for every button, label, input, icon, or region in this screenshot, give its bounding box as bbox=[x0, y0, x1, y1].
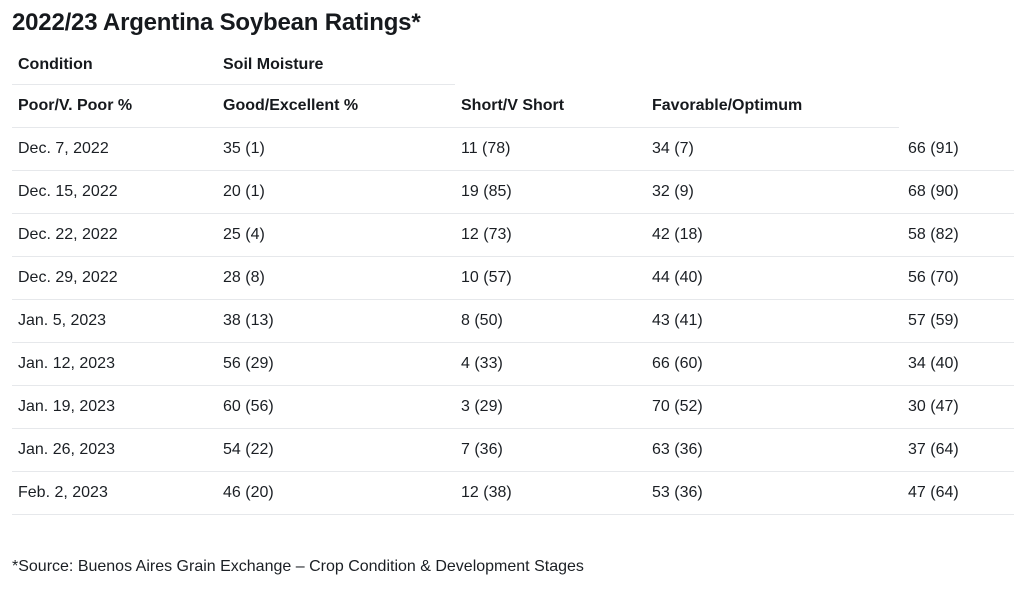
value-cell: 4 (33) bbox=[455, 343, 646, 386]
ratings-table: Condition Soil Moisture Poor/V. Poor % G… bbox=[12, 46, 1014, 515]
date-cell: Jan. 26, 2023 bbox=[12, 429, 217, 472]
date-cell: Jan. 12, 2023 bbox=[12, 343, 217, 386]
value-cell: 7 (36) bbox=[455, 429, 646, 472]
table-row: Dec. 29, 2022 28 (8) 10 (57) 44 (40) 56 … bbox=[12, 257, 1014, 300]
table-row: Jan. 12, 2023 56 (29) 4 (33) 66 (60) 34 … bbox=[12, 343, 1014, 386]
value-cell: 10 (57) bbox=[455, 257, 646, 300]
value-cell: 12 (73) bbox=[455, 214, 646, 257]
value-cell: 37 (64) bbox=[899, 429, 1014, 472]
table-row: Jan. 26, 2023 54 (22) 7 (36) 63 (36) 37 … bbox=[12, 429, 1014, 472]
date-cell: Dec. 15, 2022 bbox=[12, 171, 217, 214]
empty-cell bbox=[899, 85, 1014, 128]
page-title: 2022/23 Argentina Soybean Ratings* bbox=[12, 9, 421, 36]
value-cell: 58 (82) bbox=[899, 214, 1014, 257]
group-header-condition: Condition bbox=[12, 46, 217, 85]
table-row: Dec. 15, 2022 20 (1) 19 (85) 32 (9) 68 (… bbox=[12, 171, 1014, 214]
table-row: Jan. 19, 2023 60 (56) 3 (29) 70 (52) 30 … bbox=[12, 386, 1014, 429]
date-cell: Jan. 19, 2023 bbox=[12, 386, 217, 429]
date-cell: Jan. 5, 2023 bbox=[12, 300, 217, 343]
value-cell: 66 (60) bbox=[646, 343, 899, 386]
table-row: Dec. 7, 2022 35 (1) 11 (78) 34 (7) 66 (9… bbox=[12, 128, 1014, 171]
date-cell: Dec. 29, 2022 bbox=[12, 257, 217, 300]
value-cell: 3 (29) bbox=[455, 386, 646, 429]
table-group-header-row: Condition Soil Moisture bbox=[12, 46, 1014, 85]
value-cell: 34 (40) bbox=[899, 343, 1014, 386]
value-cell: 30 (47) bbox=[899, 386, 1014, 429]
value-cell: 56 (29) bbox=[217, 343, 455, 386]
group-header-soil-moisture: Soil Moisture bbox=[217, 46, 455, 85]
empty-cell bbox=[899, 46, 1014, 85]
value-cell: 28 (8) bbox=[217, 257, 455, 300]
value-cell: 8 (50) bbox=[455, 300, 646, 343]
value-cell: 57 (59) bbox=[899, 300, 1014, 343]
value-cell: 68 (90) bbox=[899, 171, 1014, 214]
table-column-header-row: Poor/V. Poor % Good/Excellent % Short/V … bbox=[12, 85, 1014, 128]
date-cell: Dec. 22, 2022 bbox=[12, 214, 217, 257]
value-cell: 66 (91) bbox=[899, 128, 1014, 171]
value-cell: 42 (18) bbox=[646, 214, 899, 257]
column-header-good-excellent: Good/Excellent % bbox=[217, 85, 455, 128]
date-cell: Feb. 2, 2023 bbox=[12, 472, 217, 515]
value-cell: 35 (1) bbox=[217, 128, 455, 171]
value-cell: 44 (40) bbox=[646, 257, 899, 300]
ratings-report: 2022/23 Argentina Soybean Ratings* Condi… bbox=[12, 9, 1014, 575]
table-row: Dec. 22, 2022 25 (4) 12 (73) 42 (18) 58 … bbox=[12, 214, 1014, 257]
column-header-poor-v-poor: Poor/V. Poor % bbox=[12, 85, 217, 128]
value-cell: 38 (13) bbox=[217, 300, 455, 343]
value-cell: 70 (52) bbox=[646, 386, 899, 429]
date-cell: Dec. 7, 2022 bbox=[12, 128, 217, 171]
value-cell: 60 (56) bbox=[217, 386, 455, 429]
empty-cell bbox=[646, 46, 899, 85]
table-row: Feb. 2, 2023 46 (20) 12 (38) 53 (36) 47 … bbox=[12, 472, 1014, 515]
value-cell: 53 (36) bbox=[646, 472, 899, 515]
value-cell: 43 (41) bbox=[646, 300, 899, 343]
value-cell: 34 (7) bbox=[646, 128, 899, 171]
empty-cell bbox=[455, 46, 646, 85]
value-cell: 54 (22) bbox=[217, 429, 455, 472]
value-cell: 25 (4) bbox=[217, 214, 455, 257]
value-cell: 56 (70) bbox=[899, 257, 1014, 300]
value-cell: 20 (1) bbox=[217, 171, 455, 214]
value-cell: 63 (36) bbox=[646, 429, 899, 472]
value-cell: 32 (9) bbox=[646, 171, 899, 214]
value-cell: 12 (38) bbox=[455, 472, 646, 515]
column-header-short-v-short: Short/V Short bbox=[455, 85, 646, 128]
value-cell: 46 (20) bbox=[217, 472, 455, 515]
table-row: Jan. 5, 2023 38 (13) 8 (50) 43 (41) 57 (… bbox=[12, 300, 1014, 343]
value-cell: 11 (78) bbox=[455, 128, 646, 171]
value-cell: 19 (85) bbox=[455, 171, 646, 214]
column-header-favorable-optimum: Favorable/Optimum bbox=[646, 85, 899, 128]
value-cell: 47 (64) bbox=[899, 472, 1014, 515]
source-footnote: *Source: Buenos Aires Grain Exchange – C… bbox=[12, 558, 584, 575]
